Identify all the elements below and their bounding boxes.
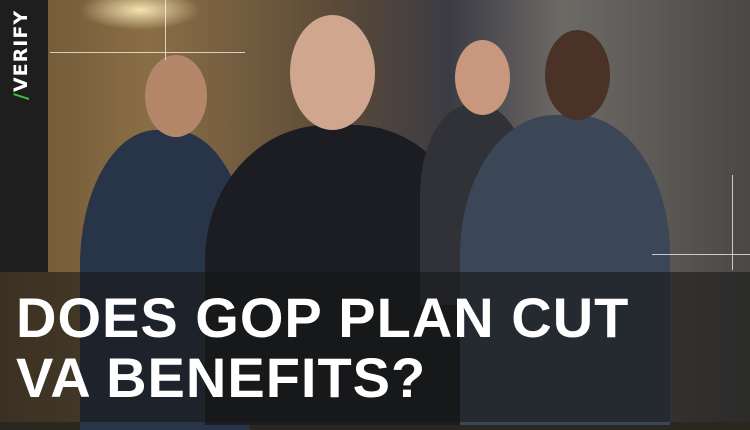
headline: DOES GOP PLAN CUT VA BENEFITS? (16, 288, 629, 408)
person-right-head (545, 30, 610, 120)
person-center-head (290, 15, 375, 130)
frame-line (50, 52, 245, 53)
person-left-head (145, 55, 207, 137)
frame-line (732, 175, 733, 270)
frame-line (165, 0, 166, 60)
frame-line (652, 254, 750, 255)
brand-sidebar: /VERIFY (0, 0, 48, 272)
headline-line-1: DOES GOP PLAN CUT (16, 286, 630, 349)
headline-line-2: VA BENEFITS? (16, 346, 427, 409)
verify-logo: /VERIFY (10, 9, 32, 100)
person-back-head (455, 40, 510, 115)
headline-band (0, 272, 750, 422)
